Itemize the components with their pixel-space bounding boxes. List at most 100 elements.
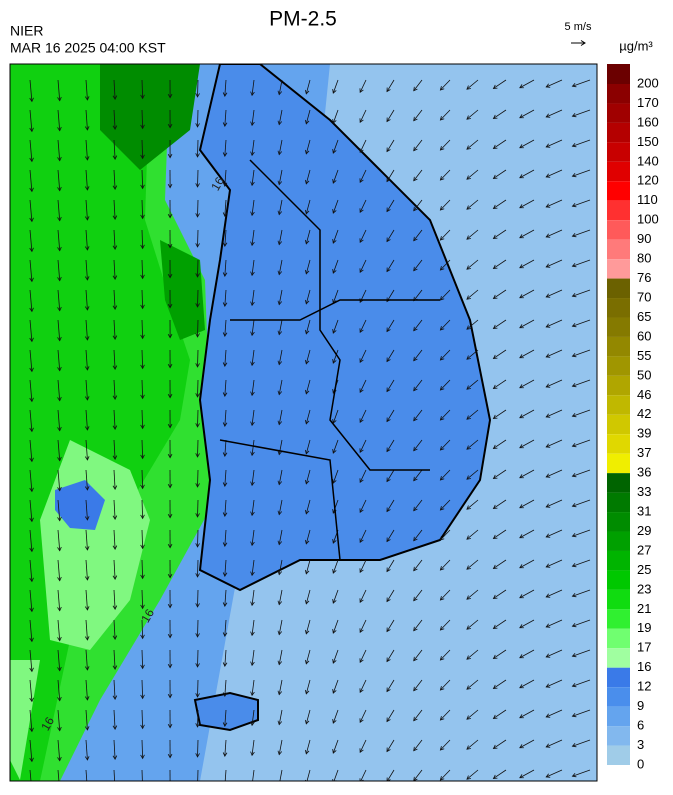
- wind-arrow-head: [519, 504, 524, 509]
- wind-arrow-head: [571, 142, 577, 148]
- wind-arrow: [84, 289, 90, 311]
- wind-arrow-head: [332, 89, 337, 94]
- wind-arrow: [571, 589, 591, 598]
- wind-arrow-shaft: [224, 619, 227, 637]
- wind-arrow: [57, 709, 62, 732]
- wind-arrow-shaft: [359, 109, 367, 123]
- wind-arrow-head: [57, 486, 62, 492]
- wind-arrow: [222, 259, 228, 277]
- wind-arrow-head: [112, 545, 118, 550]
- wind-arrow-shaft: [413, 109, 423, 122]
- wind-arrow-head: [140, 484, 145, 490]
- wind-arrow-shaft: [546, 349, 563, 358]
- wind-arrow-shaft: [305, 139, 311, 154]
- wind-arrow: [250, 229, 255, 247]
- wind-arrow: [140, 139, 145, 160]
- wind-arrow-shaft: [466, 739, 479, 750]
- wind-arrow-head: [140, 334, 145, 340]
- wind-arrow-head: [332, 539, 337, 544]
- wind-arrow-head: [413, 446, 418, 452]
- wind-arrow-head: [492, 774, 498, 779]
- wind-arrow-head: [222, 392, 228, 397]
- wind-arrow-shaft: [493, 709, 507, 719]
- wind-arrow-head: [492, 414, 498, 419]
- wind-arrow-head: [519, 684, 524, 689]
- wind-arrow-head: [167, 273, 173, 279]
- wind-arrow-shaft: [413, 79, 423, 92]
- wind-arrow-shaft: [278, 289, 283, 305]
- wind-arrow-shaft: [278, 469, 283, 485]
- wind-arrow-shaft: [493, 109, 507, 119]
- wind-arrow-shaft: [113, 139, 116, 160]
- wind-arrow: [332, 109, 339, 124]
- wind-arrow-shaft: [141, 439, 144, 459]
- wind-arrow-shaft: [251, 739, 255, 756]
- wind-arrow: [466, 379, 479, 390]
- wind-arrow-shaft: [224, 319, 227, 337]
- wind-arrow-head: [466, 685, 471, 690]
- wind-arrow-head: [195, 483, 200, 488]
- wind-arrow-head: [492, 714, 498, 719]
- wind-arrow-head: [57, 606, 62, 612]
- wind-arrow-head: [84, 696, 90, 701]
- wind-arrow: [222, 709, 228, 727]
- wind-arrow: [519, 139, 535, 149]
- wind-arrow: [29, 79, 34, 103]
- wind-arrow-head: [250, 511, 255, 517]
- wind-arrow-head: [195, 453, 200, 458]
- wind-arrow: [112, 649, 118, 670]
- wind-arrow: [466, 679, 479, 690]
- wind-arrow: [332, 229, 339, 244]
- wind-arrow-head: [519, 714, 524, 719]
- wind-arrow-head: [359, 178, 364, 184]
- wind-arrow-shaft: [519, 559, 535, 569]
- wind-arrow-head: [57, 366, 62, 372]
- wind-arrow-shaft: [113, 739, 116, 760]
- wind-arrow-head: [167, 603, 173, 609]
- wind-arrow: [332, 649, 339, 664]
- colorbar-label: 170: [637, 95, 659, 110]
- wind-arrow: [277, 289, 283, 306]
- wind-arrow-head: [413, 176, 418, 182]
- wind-arrow-head: [304, 719, 310, 725]
- wind-arrow-shaft: [519, 619, 535, 629]
- wind-arrow-shaft: [546, 169, 563, 178]
- wind-arrow: [57, 79, 62, 102]
- wind-arrow-shaft: [386, 589, 395, 602]
- wind-arrow-head: [84, 306, 90, 311]
- wind-arrow: [304, 199, 311, 215]
- wind-arrow: [57, 649, 62, 672]
- wind-arrow-head: [222, 182, 228, 187]
- wind-arrow-head: [332, 569, 337, 574]
- colorbar-swatch: [607, 317, 630, 337]
- wind-arrow: [84, 409, 90, 431]
- colorbar-label: 65: [637, 309, 651, 324]
- wind-arrow: [466, 589, 479, 600]
- wind-arrow-shaft: [278, 529, 283, 545]
- wind-arrow-shaft: [466, 259, 479, 270]
- wind-arrow-shaft: [224, 139, 227, 157]
- wind-arrow-head: [413, 206, 418, 212]
- wind-arrow-shaft: [278, 259, 283, 275]
- wind-arrow-head: [571, 502, 577, 508]
- wind-arrow-shaft: [413, 259, 423, 272]
- wind-arrow: [29, 379, 34, 403]
- wind-arrow-head: [304, 569, 310, 575]
- wind-arrow-head: [466, 145, 471, 150]
- wind-arrow: [571, 649, 591, 658]
- colorbar-label: 36: [637, 465, 651, 480]
- wind-arrow-shaft: [466, 469, 479, 480]
- wind-arrow-head: [439, 446, 445, 451]
- wind-arrow-shaft: [278, 349, 283, 365]
- wind-arrow-head: [277, 750, 283, 756]
- wind-arrow: [277, 739, 283, 756]
- wind-arrow: [168, 769, 172, 788]
- wind-arrow-shaft: [413, 769, 423, 781]
- wind-arrow-head: [168, 784, 172, 788]
- wind-arrow-head: [250, 721, 255, 727]
- wind-arrow-head: [519, 534, 524, 539]
- wind-arrow-head: [332, 149, 337, 154]
- wind-arrow-head: [222, 332, 228, 337]
- wind-arrow-shaft: [224, 529, 227, 547]
- wind-arrow: [439, 559, 451, 571]
